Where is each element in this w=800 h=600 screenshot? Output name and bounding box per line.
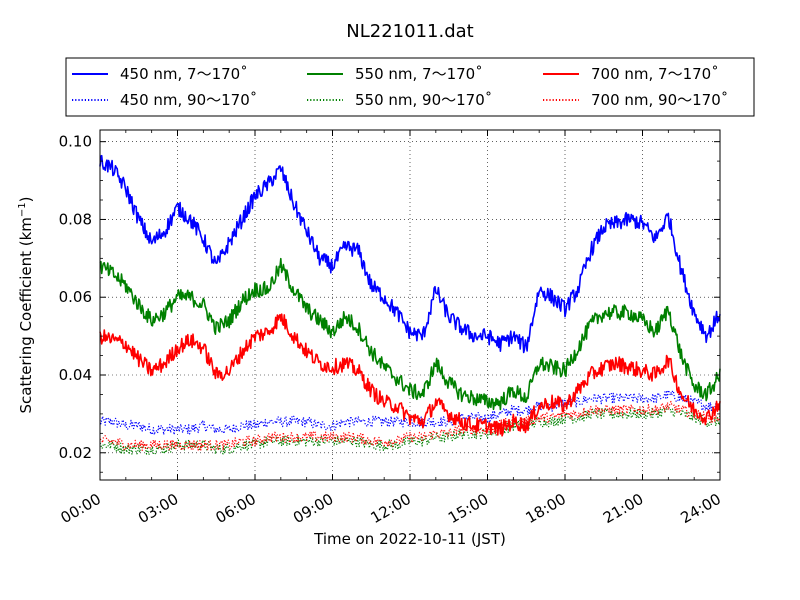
x-axis-label: Time on 2022-10-11 (JST) <box>313 530 506 548</box>
legend-label-4: 700 nm, 7～170˚ <box>591 65 719 83</box>
y-tick-label: 0.08 <box>59 210 92 228</box>
series-line-5 <box>99 400 721 451</box>
x-tick-label: 12:00 <box>368 490 414 527</box>
y-axis-label-exponent: −1 <box>17 202 28 217</box>
x-tick-label: 06:00 <box>213 490 259 527</box>
x-tick-label: 00:00 <box>58 490 104 527</box>
legend-label-2: 550 nm, 7～170˚ <box>355 65 483 83</box>
x-tick-label: 18:00 <box>523 490 569 527</box>
series-line-3 <box>99 405 721 455</box>
x-tick-label: 15:00 <box>445 490 491 527</box>
series-line-1 <box>99 389 721 436</box>
series-layer <box>99 154 721 455</box>
legend-box <box>65 57 755 117</box>
legend-label-5: 700 nm, 90～170˚ <box>591 91 728 109</box>
y-axis-label-close: ) <box>17 196 35 202</box>
series-line-4 <box>99 313 721 437</box>
y-axis-label-main: Scattering Coefficient (km <box>17 217 35 413</box>
x-tick-label: 03:00 <box>135 490 181 527</box>
chart-title: NL221011.dat <box>346 21 473 42</box>
ticks: 00:00 03:00 06:00 09:00 12:00 15:00 18:00 21:00… <box>58 130 724 527</box>
y-tick-label: 0.10 <box>59 133 92 151</box>
x-tick-label: 21:00 <box>600 490 646 527</box>
series-line-0 <box>99 154 721 354</box>
legend-label-1: 450 nm, 90～170˚ <box>120 91 257 109</box>
series-line-2 <box>99 257 721 411</box>
legend-label-3: 550 nm, 90～170˚ <box>355 91 492 109</box>
y-tick-label: 0.04 <box>59 366 92 384</box>
y-axis-label: Scattering Coefficient (km−1) <box>17 196 35 413</box>
legend: 450 nm, 7～170˚ 450 nm, 90～170˚ 550 nm, 7～1… <box>65 57 755 117</box>
y-tick-label: 0.06 <box>59 288 92 306</box>
y-tick-label: 0.02 <box>59 444 92 462</box>
x-tick-label: 09:00 <box>290 490 336 527</box>
legend-label-0: 450 nm, 7～170˚ <box>120 65 248 83</box>
x-tick-label: 24:00 <box>678 490 724 527</box>
